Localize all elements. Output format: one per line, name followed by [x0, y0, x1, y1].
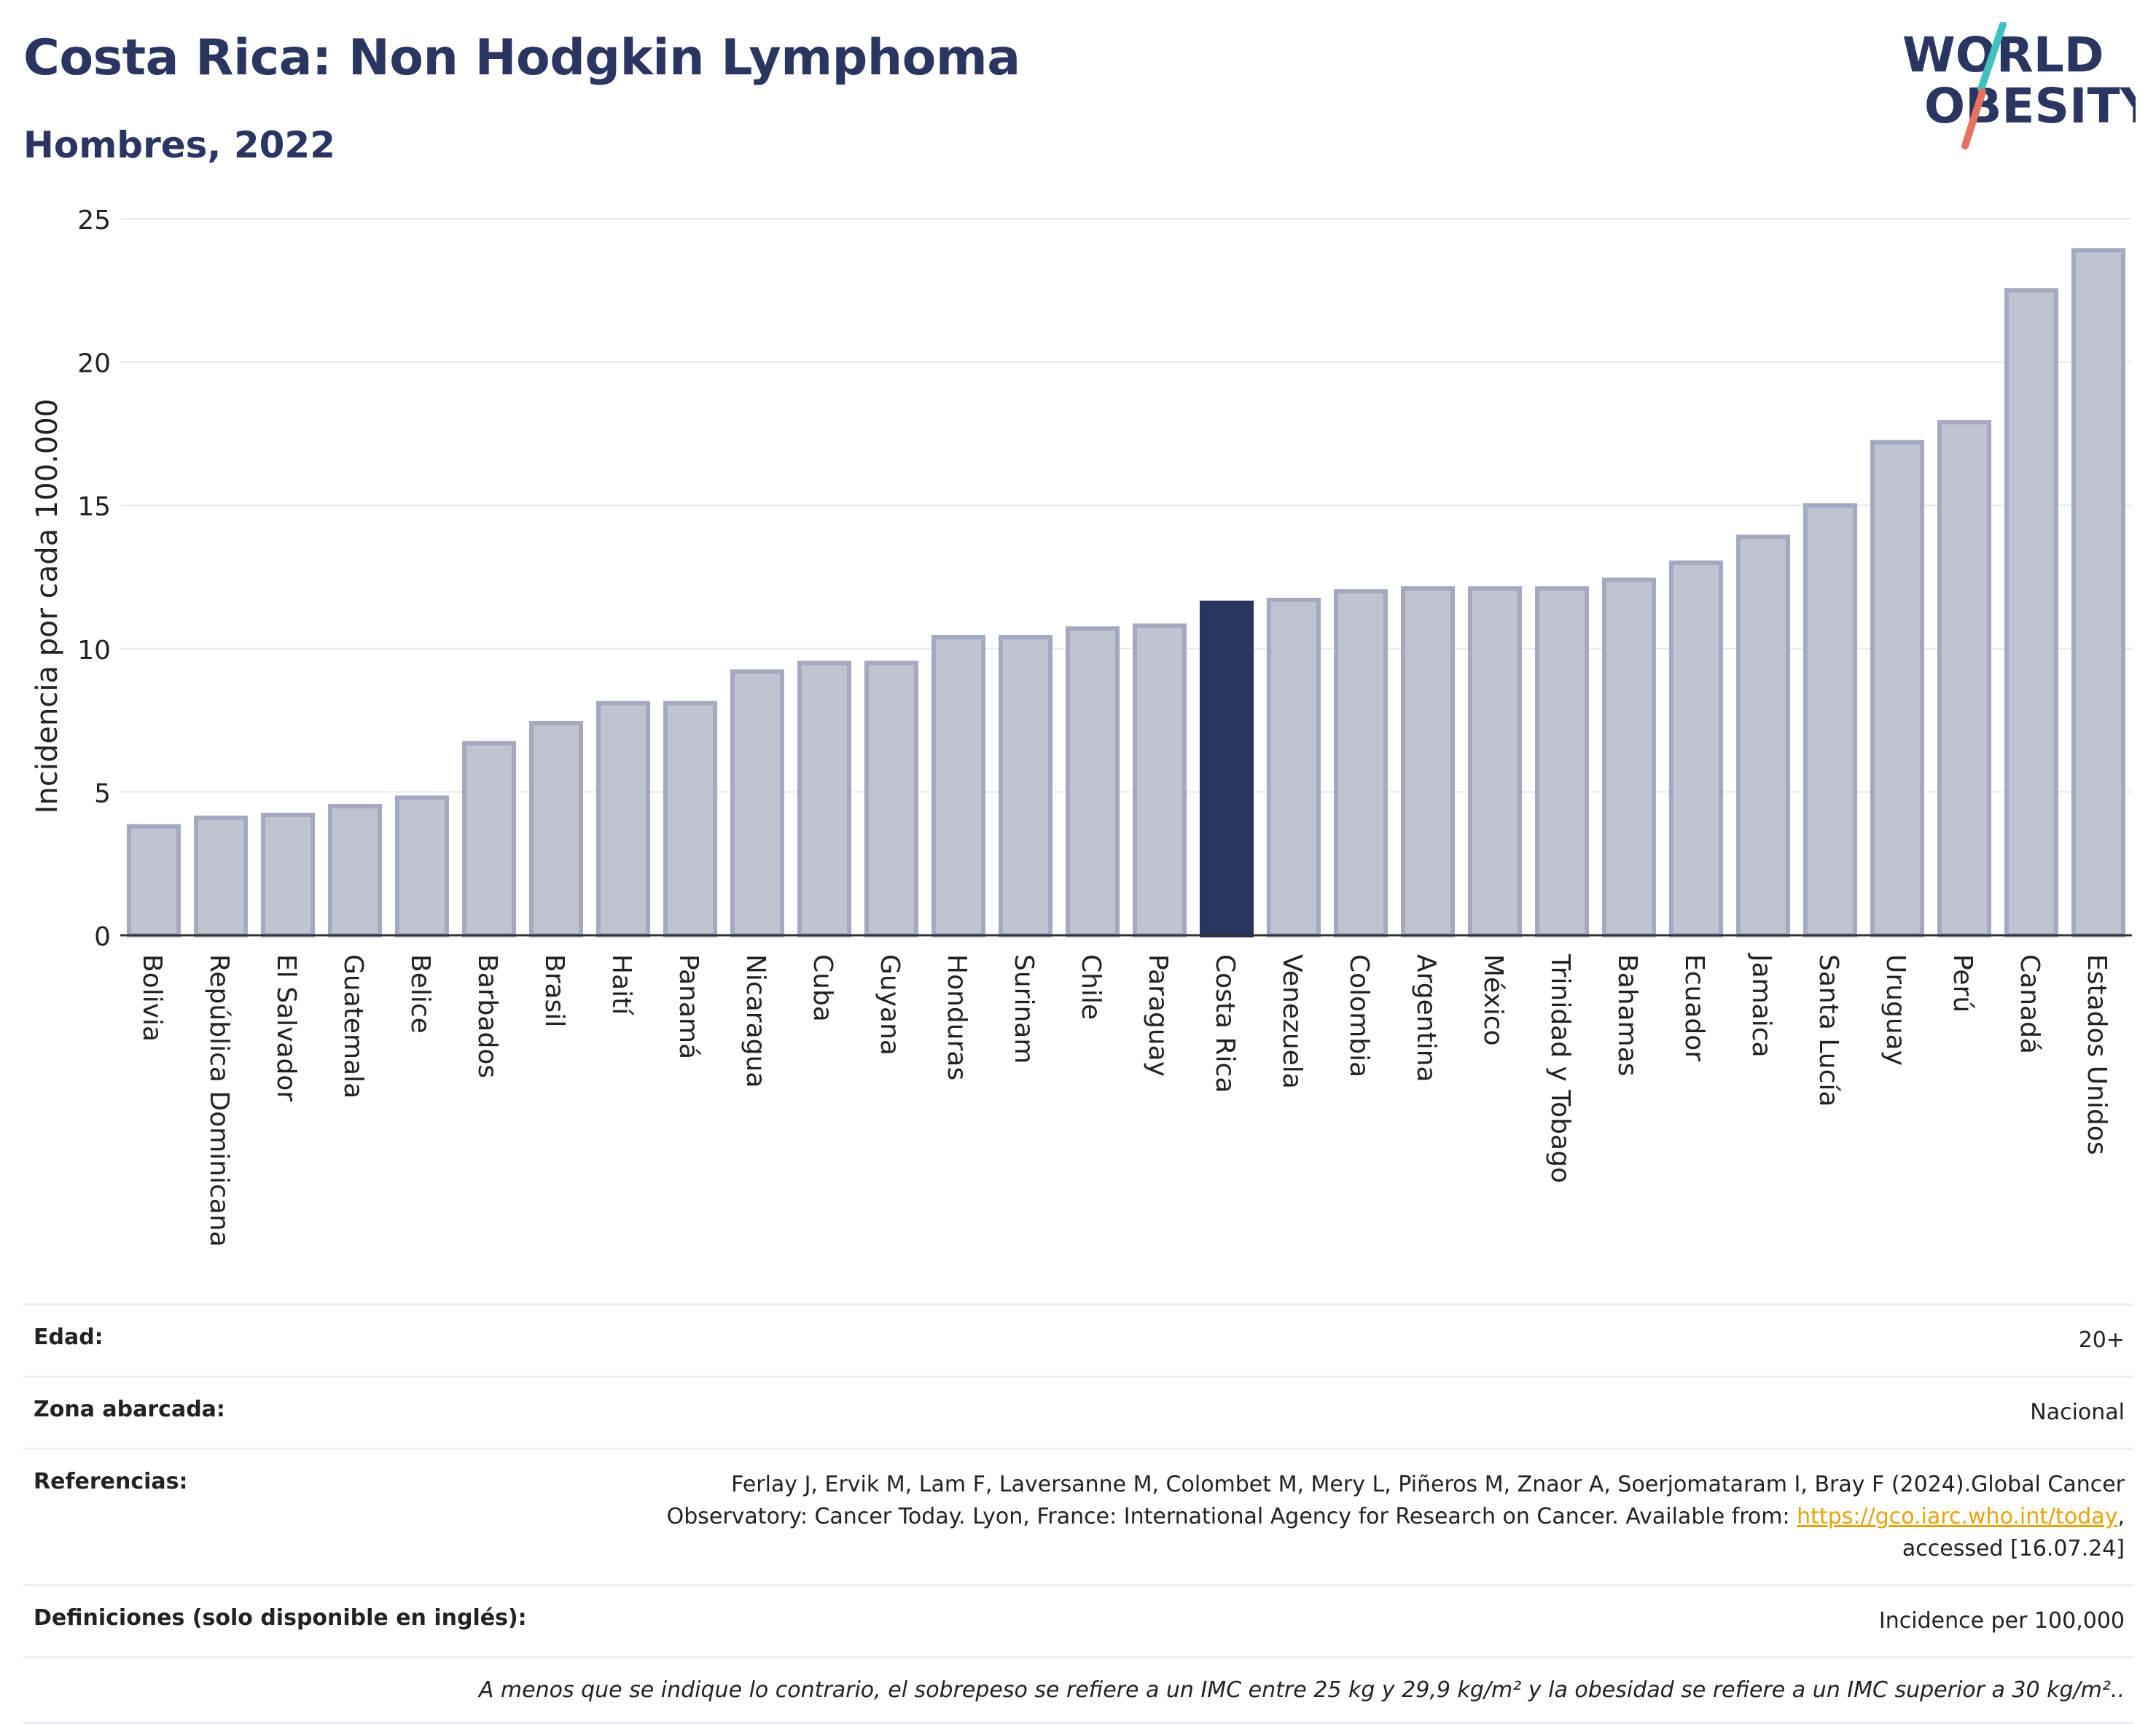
x-tick-label: República Dominicana — [204, 954, 234, 1247]
x-tick-label: Bahamas — [1612, 954, 1642, 1077]
x-tick-label: Surinam — [1009, 954, 1039, 1064]
bar — [998, 635, 1053, 938]
bar — [663, 701, 718, 937]
x-tick-label: México — [1478, 954, 1508, 1046]
bar — [1937, 420, 1992, 937]
zone-label: Zona abarcada: — [34, 1397, 225, 1422]
info-table: Edad: 20+ Zona abarcada: Nacional Refere… — [23, 1303, 2133, 1724]
x-tick-label: Argentina — [1411, 954, 1441, 1083]
info-row-zone: Zona abarcada: Nacional — [23, 1376, 2133, 1448]
x-tick-label: Venezuela — [1277, 954, 1307, 1089]
x-tick-label: Belice — [405, 954, 435, 1034]
x-tick-label: Bolivia — [137, 954, 167, 1042]
x-tick-label: Brasil — [539, 954, 569, 1027]
x-tick-label: Chile — [1076, 954, 1106, 1020]
x-tick-label: Jamaica — [1746, 953, 1776, 1058]
bar — [1735, 534, 1791, 937]
x-tick-label: Haití — [606, 954, 636, 1015]
y-tick-label: 10 — [77, 636, 111, 666]
info-row-references: Referencias: Ferlay J, Ervik M, Lam F, L… — [23, 1448, 2133, 1584]
x-tick-label: Colombia — [1344, 954, 1374, 1077]
bar — [327, 804, 383, 938]
age-value: 20+ — [2078, 1327, 2125, 1353]
world-obesity-logo: WORLD OBESITY — [1902, 22, 2136, 149]
logo-slash-teal — [1977, 22, 2007, 93]
bar — [1467, 586, 1523, 938]
bar — [730, 669, 785, 937]
x-tick-label: Panamá — [673, 954, 703, 1059]
bar — [1870, 440, 1925, 937]
y-tick-label: 0 — [94, 922, 111, 952]
bar — [394, 795, 450, 938]
definitions-value: Incidence per 100,000 — [1878, 1608, 2125, 1634]
x-tick-label: El Salvador — [271, 954, 301, 1101]
page-title: Costa Rica: Non Hodgkin Lymphoma — [23, 29, 1020, 87]
references-accessed: , accessed [16.07.24] — [1902, 1504, 2125, 1561]
bar — [1802, 503, 1858, 937]
bar — [1601, 577, 1657, 937]
bar — [1065, 626, 1120, 937]
bar — [2071, 248, 2126, 937]
x-tick-label: Uruguay — [1880, 954, 1910, 1066]
x-tick-label: Santa Lucía — [1813, 954, 1843, 1107]
footnote-text: A menos que se indique lo contrario, el … — [478, 1677, 2125, 1703]
logo-text-obesity: OBESITY — [1924, 78, 2136, 134]
x-tick-label: Barbados — [472, 954, 502, 1078]
info-row-age: Edad: 20+ — [23, 1303, 2133, 1376]
y-axis-label: Incidencia por cada 100.000 — [31, 399, 64, 814]
bar — [2004, 288, 2059, 937]
bar — [193, 815, 249, 937]
bar — [595, 701, 651, 937]
x-tick-label: Paraguay — [1143, 954, 1173, 1077]
bar — [1400, 586, 1456, 938]
y-tick-label: 20 — [77, 349, 111, 379]
bar — [1668, 560, 1724, 938]
x-tick-label: Nicaragua — [741, 954, 770, 1088]
definitions-label: Definiciones (solo disponible en inglés)… — [34, 1605, 527, 1631]
bar — [260, 812, 316, 937]
references-text: Ferlay J, Ervik M, Lam F, Laversanne M, … — [666, 1472, 2125, 1529]
bar — [931, 635, 986, 938]
info-row-definitions: Definiciones (solo disponible en inglés)… — [23, 1584, 2133, 1656]
age-label: Edad: — [34, 1325, 103, 1350]
x-tick-label: Estados Unidos — [2082, 954, 2112, 1155]
x-tick-label: Honduras — [942, 954, 972, 1080]
x-tick-label: Guatemala — [338, 954, 368, 1099]
bar — [797, 660, 852, 938]
info-row-footnote: A menos que se indique lo contrario, el … — [23, 1656, 2133, 1724]
x-tick-label: Canadá — [2015, 954, 2044, 1054]
page-subtitle: Hombres, 2022 — [23, 124, 335, 166]
bar-chart: 0 5 10 15 20 25 Incidencia por cada 100.000 Bol… — [31, 206, 2132, 1247]
y-tick-label: 5 — [94, 779, 111, 808]
zone-value: Nacional — [2030, 1400, 2125, 1425]
bar — [461, 741, 517, 938]
bar — [864, 660, 919, 938]
y-tick-label: 25 — [77, 206, 111, 235]
x-tick-label: Perú — [1948, 954, 1977, 1013]
x-tick-label: Trinidad y Tobago — [1545, 953, 1575, 1183]
bar — [1266, 597, 1321, 937]
x-tick-label: Cuba — [808, 954, 837, 1022]
references-link[interactable]: https://gco.iarc.who.int/today — [1797, 1504, 2118, 1529]
bar — [1132, 623, 1187, 937]
logo-slash-coral — [1961, 88, 1986, 149]
bar — [528, 721, 584, 937]
bar — [1534, 586, 1590, 938]
logo-text-world: WORLD — [1902, 27, 2104, 83]
references-value: Ferlay J, Ervik M, Lam F, Laversanne M, … — [630, 1469, 2125, 1565]
bar — [126, 824, 181, 937]
bar-highlight — [1199, 600, 1254, 937]
x-tick-label: Costa Rica — [1210, 954, 1240, 1093]
references-label: Referencias: — [34, 1469, 188, 1494]
x-tick-label: Ecuador — [1679, 954, 1709, 1061]
x-tick-label: Guyana — [875, 954, 905, 1056]
y-tick-label: 15 — [77, 492, 111, 522]
bar — [1333, 589, 1388, 937]
